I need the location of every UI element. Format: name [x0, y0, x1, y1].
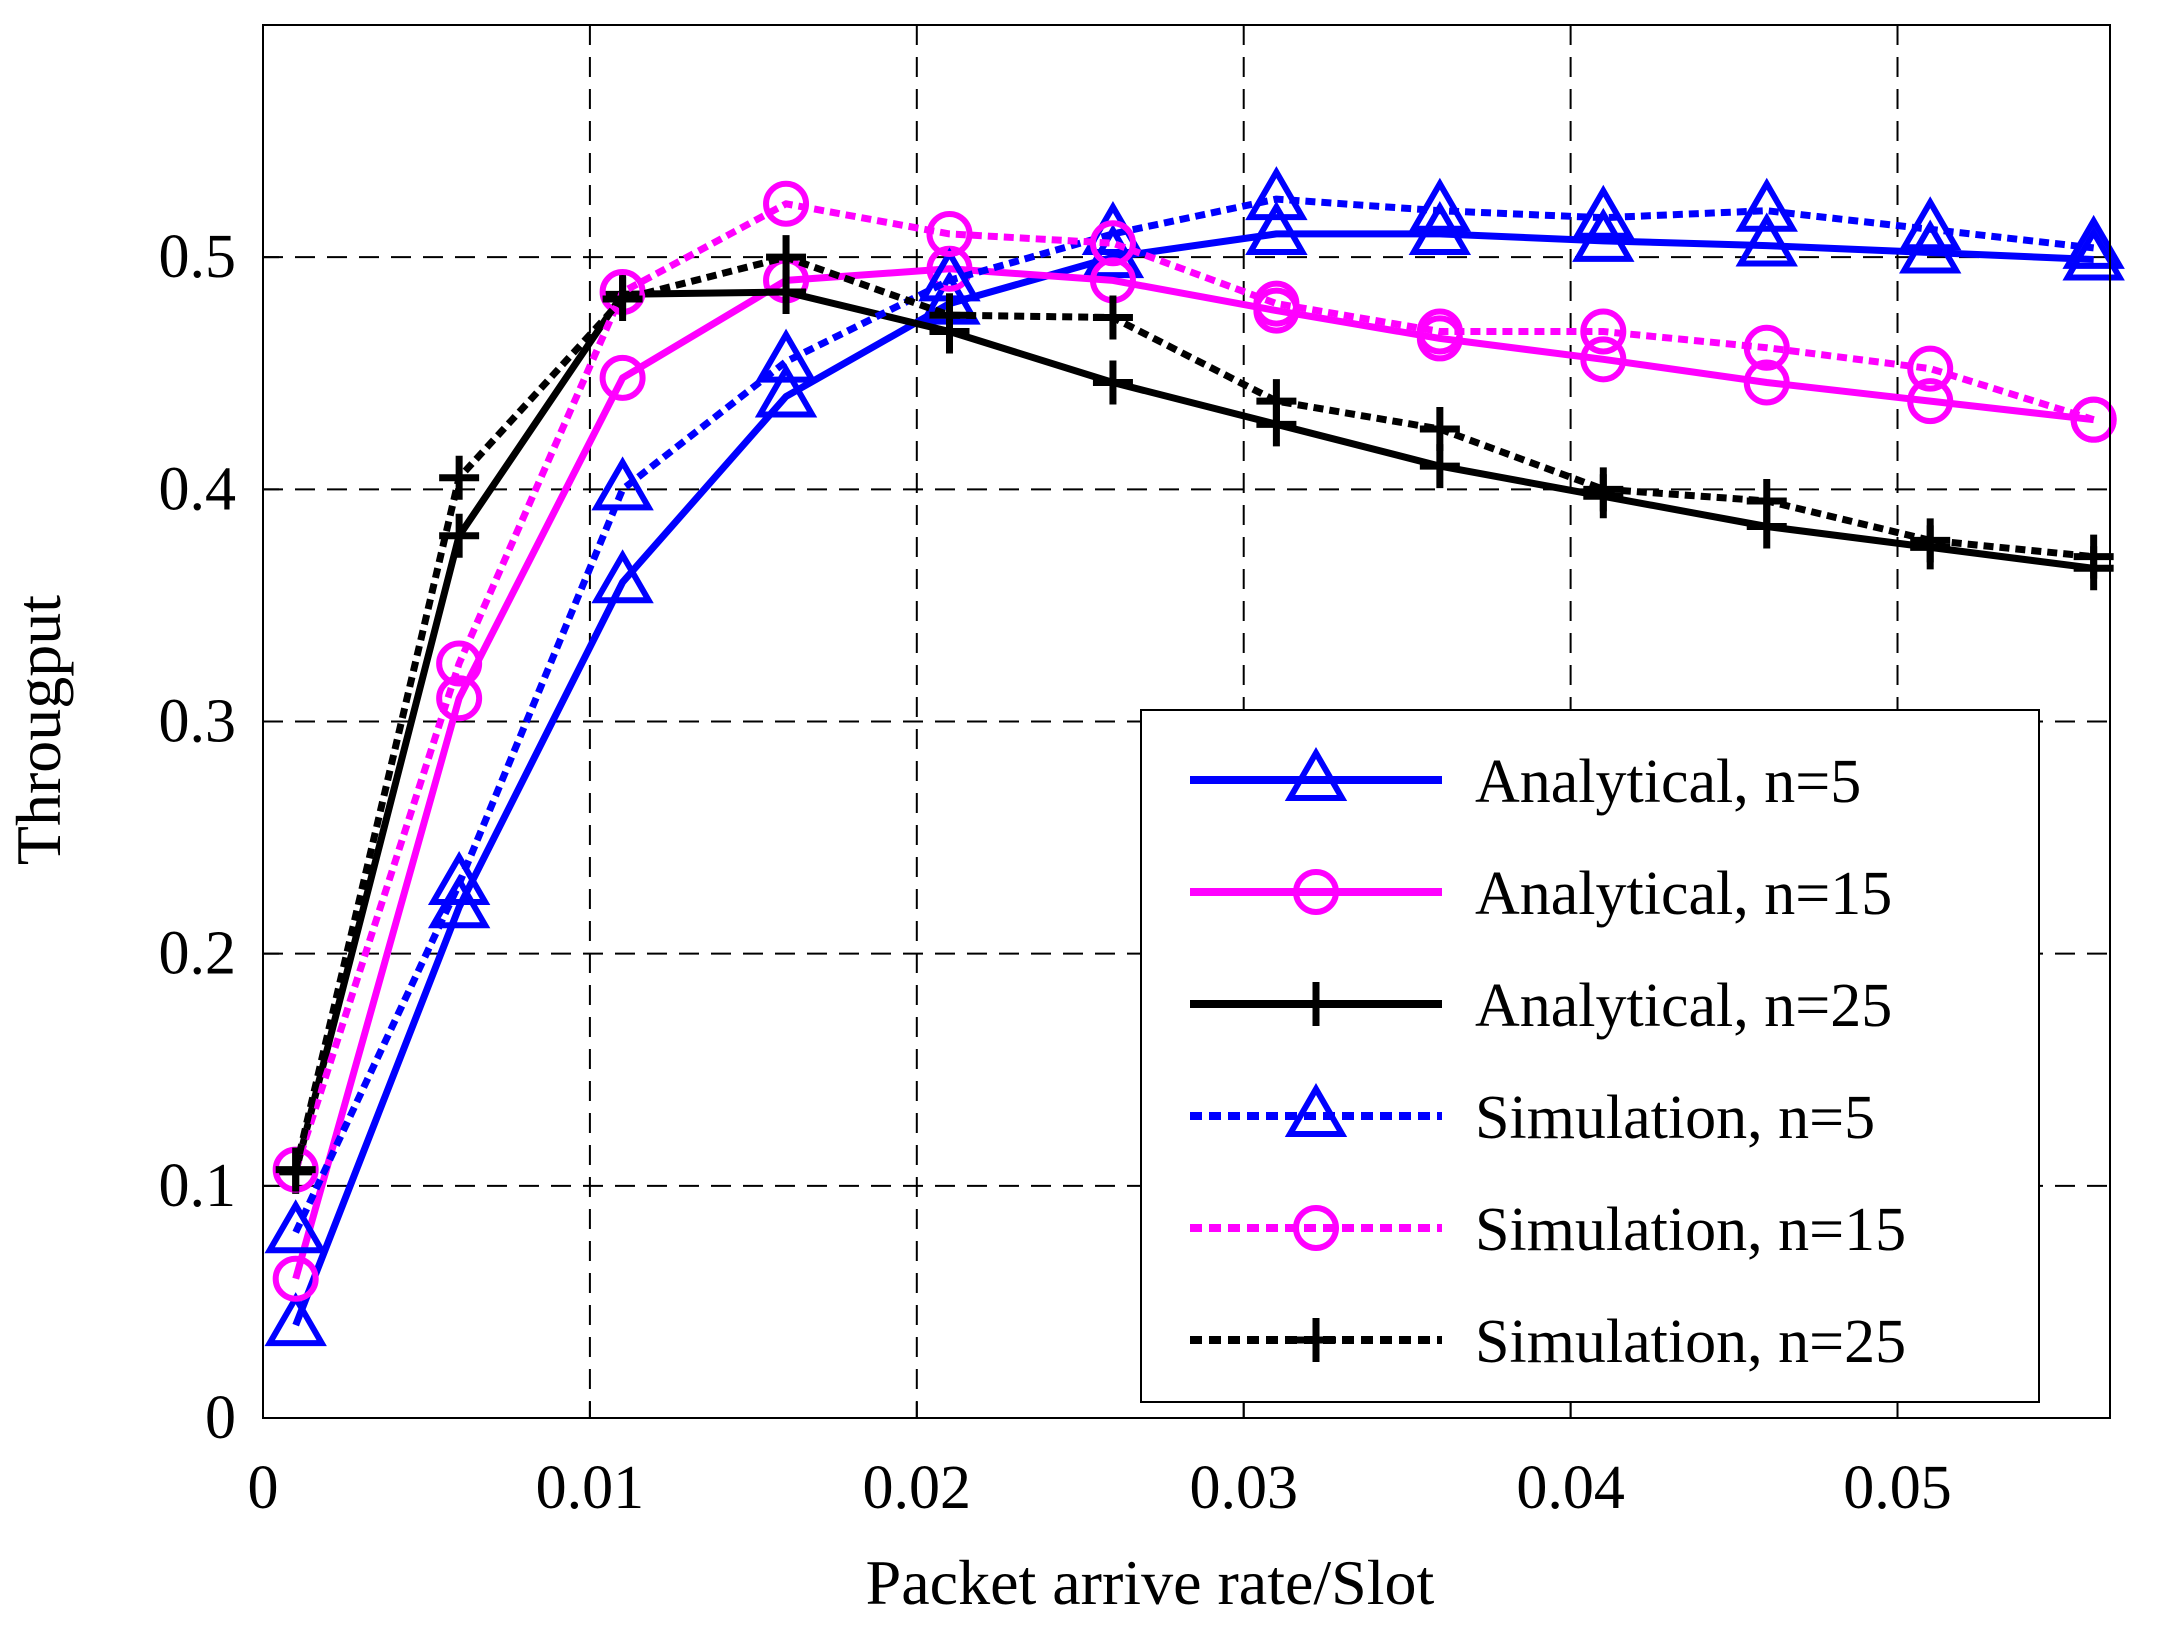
legend-label: Simulation, n=5 [1475, 1084, 1875, 1152]
y-tick-label: 0.5 [159, 223, 237, 291]
data-point [1743, 359, 1790, 406]
data-point [2062, 214, 2125, 269]
y-axis-label: Througput [3, 595, 74, 865]
data-point [272, 1255, 319, 1302]
data-point [264, 1292, 327, 1347]
series-line [292, 200, 2095, 1171]
legend-item: Simulation, n=5 [1190, 1083, 1875, 1152]
legend-item: Analytical, n=15 [1190, 860, 1892, 928]
data-point [1092, 360, 1133, 405]
legend-marker [1296, 982, 1336, 1026]
data-point [427, 851, 491, 906]
data-point [1253, 280, 1300, 327]
legend: Analytical, n=5 Analytical, n=15 Analytica… [1140, 709, 2040, 1403]
legend-marker [1296, 1318, 1336, 1362]
series-3 [275, 269, 2114, 1194]
legend-marker [1284, 747, 1348, 801]
data-point [436, 675, 483, 722]
plot-area-frame [262, 24, 2111, 1419]
data-point [1419, 406, 1460, 451]
x-axis-label: Packet arrive rate/Slot [866, 1547, 1435, 1618]
data-point [602, 276, 643, 321]
axis-ticks: 0 0.01 0.02 0.03 0.04 0.05 0 0.1 0.2 0.3 0.4 0.5 [159, 223, 1952, 1522]
data-point [1907, 378, 1954, 425]
data-point [1735, 177, 1798, 232]
data-point [1735, 212, 1798, 267]
data-point [439, 455, 480, 500]
y-tick-label: 0.2 [159, 920, 237, 988]
data-point [1092, 295, 1133, 340]
data-point [1580, 336, 1627, 383]
series-line [292, 195, 2095, 1234]
x-tick-label: 0.03 [1189, 1454, 1298, 1522]
series-6 [275, 235, 2114, 1192]
data-point [1583, 467, 1624, 512]
data-point [599, 354, 646, 401]
x-tick-label: 0.05 [1843, 1454, 1952, 1522]
legend-label: Simulation, n=25 [1475, 1308, 1906, 1376]
legend-marker [1284, 1083, 1348, 1137]
data-point [1910, 518, 1951, 563]
data-point [2073, 534, 2114, 579]
data-point [2070, 396, 2117, 443]
x-tick-label: 0.02 [863, 1454, 972, 1522]
y-tick-label: 0 [205, 1384, 236, 1452]
legend-item: Analytical, n=25 [1190, 972, 1892, 1040]
data-point [754, 363, 818, 418]
data-point [754, 328, 818, 383]
data-point [1899, 196, 1962, 251]
data-point [766, 235, 807, 280]
data-point [1746, 478, 1787, 523]
data-point [1256, 379, 1297, 424]
series-line [292, 230, 2094, 1327]
y-tick-label: 0.4 [159, 455, 237, 523]
x-tick-label: 0 [248, 1454, 279, 1522]
data-point [1416, 308, 1463, 355]
data-point [1245, 200, 1308, 255]
data-point [1245, 166, 1308, 221]
plot-series [264, 166, 2125, 1347]
series-line [292, 253, 2095, 1171]
series-line [292, 265, 2095, 1280]
legend-label: Analytical, n=5 [1475, 748, 1861, 816]
data-point [436, 640, 483, 687]
y-tick-label: 0.3 [159, 688, 237, 756]
data-point [1580, 308, 1627, 355]
x-tick-label: 0.01 [536, 1454, 645, 1522]
data-point [929, 293, 970, 338]
legend-item: Simulation, n=25 [1190, 1308, 1906, 1376]
data-point [1419, 444, 1460, 489]
legend-item: Simulation, n=15 [1190, 1196, 1906, 1264]
legend-label: Analytical, n=15 [1475, 860, 1892, 928]
data-point [1089, 220, 1136, 267]
data-point [591, 456, 654, 511]
series-5 [272, 180, 2117, 1193]
data-point [926, 210, 973, 257]
legend-box [1140, 709, 2040, 1403]
data-point [1743, 324, 1790, 371]
legend-marker [1293, 1205, 1339, 1251]
legend-label: Simulation, n=15 [1475, 1196, 1906, 1264]
data-point [591, 549, 654, 604]
series-line [292, 288, 2095, 1173]
data-point [1408, 177, 1472, 232]
legend-marker [1293, 869, 1339, 915]
data-point [264, 1199, 327, 1254]
legend-label: Analytical, n=25 [1475, 972, 1892, 1040]
series-1 [264, 200, 2125, 1347]
data-point [275, 1147, 316, 1192]
x-tick-label: 0.04 [1516, 1454, 1625, 1522]
data-point [1907, 345, 1954, 392]
data-point [763, 180, 810, 227]
data-point [2062, 226, 2125, 281]
data-point [1572, 184, 1635, 239]
legend-item: Analytical, n=5 [1190, 747, 1861, 816]
data-point [439, 513, 480, 558]
y-tick-label: 0.1 [159, 1152, 237, 1220]
